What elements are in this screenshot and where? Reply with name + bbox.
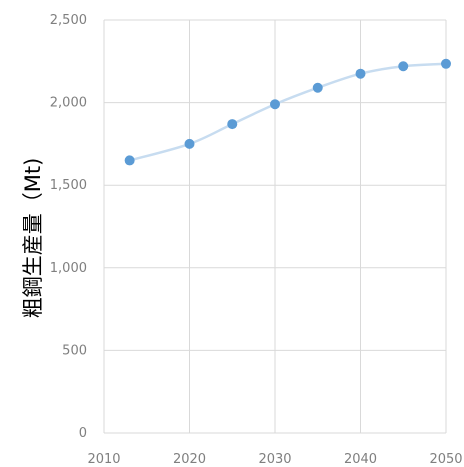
data-point xyxy=(227,119,238,130)
y-tick-label: 1,500 xyxy=(50,178,87,193)
y-axis-tick-labels: 0 500 1,000 1,500 2,000 2,500 xyxy=(50,13,87,441)
y-tick-label: 0 xyxy=(79,426,87,441)
series-line-group xyxy=(129,62,447,162)
y-axis-label: 粗鋼生産量（Mt) xyxy=(21,158,45,319)
data-point xyxy=(398,61,409,72)
y-tick-label: 1,000 xyxy=(50,261,87,276)
series-points xyxy=(124,58,451,166)
x-tick-label: 2020 xyxy=(173,452,206,467)
data-point xyxy=(184,138,195,149)
y-tick-label: 2,000 xyxy=(50,96,87,111)
x-tick-label: 2030 xyxy=(258,452,291,467)
x-axis-tick-labels: 2010 2020 2030 2040 2050 xyxy=(87,452,462,467)
y-tick-label: 2,500 xyxy=(50,13,87,28)
data-point xyxy=(124,155,135,166)
data-point xyxy=(312,82,323,93)
x-tick-label: 2040 xyxy=(344,452,377,467)
series-line xyxy=(129,62,447,162)
data-point xyxy=(270,99,280,110)
y-tick-label: 500 xyxy=(62,343,87,358)
data-point xyxy=(355,68,366,79)
x-tick-label: 2010 xyxy=(87,452,120,467)
x-tick-label: 2050 xyxy=(429,452,462,467)
data-point xyxy=(441,58,451,69)
gridlines xyxy=(103,19,447,434)
